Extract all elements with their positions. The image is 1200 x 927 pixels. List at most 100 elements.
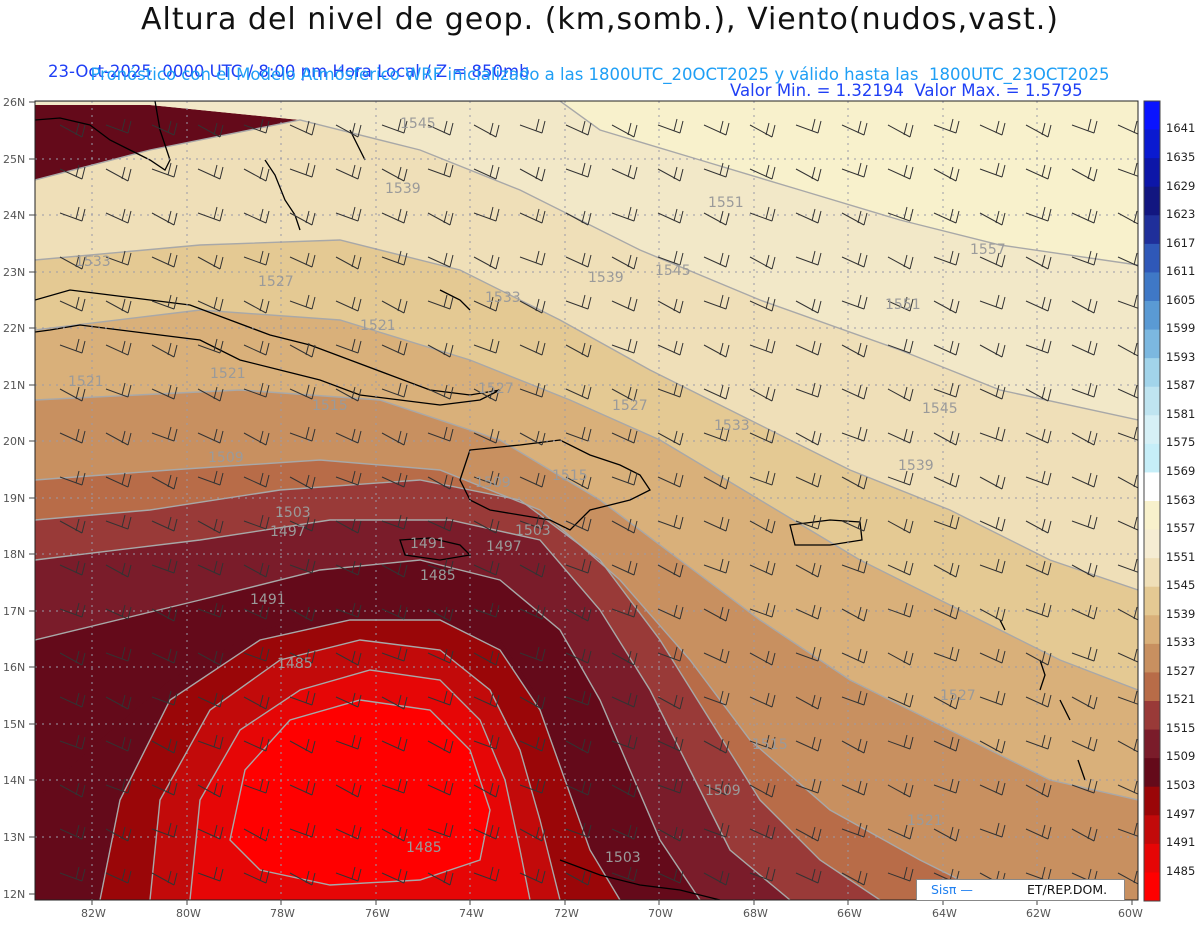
wind-barb [1025, 560, 1052, 576]
wind-barb [335, 122, 362, 138]
colorbar-swatch [1144, 643, 1160, 673]
wind-barb [519, 694, 546, 710]
contour-label: 1503 [515, 523, 551, 539]
wind-barb [749, 692, 776, 708]
contour-label: 1485 [420, 568, 456, 584]
wind-barb [519, 208, 546, 224]
colorbar-label: 1539 [1166, 607, 1195, 621]
wind-barb [289, 252, 316, 268]
contour-label: 1497 [486, 539, 522, 555]
wind-barb [197, 470, 224, 486]
contour-label: 1503 [275, 505, 311, 521]
wind-barb [151, 210, 178, 226]
wind-barb [1117, 252, 1138, 267]
wind-barb [1117, 210, 1138, 225]
wind-barb [473, 602, 500, 618]
wind-barb [335, 386, 362, 402]
wind-barb [1117, 822, 1138, 837]
wind-barb [979, 648, 1006, 664]
wind-barb [197, 428, 224, 444]
wind-barb [151, 516, 178, 532]
wind-barb [289, 426, 316, 442]
graticule [35, 101, 1138, 900]
colorbar-swatch [1144, 129, 1160, 159]
wind-barb [473, 692, 500, 708]
wind-barb [841, 210, 868, 226]
wind-barb [1025, 386, 1052, 402]
wind-barb [703, 384, 730, 400]
wind-barb [611, 518, 638, 534]
wind-barb [1117, 738, 1138, 753]
wind-barb [289, 606, 316, 622]
wind-barb [243, 562, 270, 578]
wind-barb [795, 736, 822, 752]
wind-barb [979, 294, 1006, 310]
wind-barb [197, 782, 224, 798]
wind-barb [933, 514, 960, 530]
wind-barb [335, 206, 362, 222]
colorbar-label: 1635 [1166, 150, 1195, 164]
lat-label: 19N [3, 492, 25, 505]
wind-barb [565, 648, 592, 664]
colorbar-label: 1521 [1166, 692, 1195, 706]
wind-barb [105, 778, 132, 794]
wind-barb [59, 734, 86, 750]
colorbar-label: 1545 [1166, 578, 1195, 592]
wind-barb [933, 340, 960, 356]
wind-barb [1117, 426, 1138, 441]
colorbar-swatch [1144, 843, 1160, 873]
wind-barb [105, 250, 132, 266]
contour-label: 1545 [655, 263, 691, 279]
wind-barb [197, 518, 224, 534]
wind-barb [105, 646, 132, 662]
wind-barb [1117, 870, 1138, 885]
wind-barb [289, 342, 316, 358]
colorbar-swatch [1144, 672, 1160, 702]
wind-barb [473, 824, 500, 840]
colorbar-swatch [1144, 758, 1160, 788]
band-1533 [35, 310, 1138, 800]
colorbar-label: 1533 [1166, 635, 1195, 649]
wind-barb [657, 382, 684, 398]
wind-barb [657, 736, 684, 752]
colorbar-swatch [1144, 729, 1160, 759]
lat-label: 16N [3, 661, 25, 674]
wind-barb [151, 690, 178, 706]
contour-label: 1521 [907, 813, 943, 829]
wind-barb [979, 342, 1006, 358]
wind-barb [473, 782, 500, 798]
wind-barb [933, 208, 960, 224]
colorbar-label: 1617 [1166, 236, 1195, 250]
wind-barb [243, 298, 270, 314]
wind-barb [105, 736, 132, 752]
wind-barb [381, 514, 408, 530]
wind-barb [795, 382, 822, 398]
wind-barb [427, 822, 454, 838]
contour-label: 1539 [898, 458, 934, 474]
wind-barb [887, 560, 914, 576]
wind-barb [565, 210, 592, 226]
wind-barb [887, 122, 914, 138]
min-max-text: Valor Min. = 1.32194 Valor Max. = 1.5795 [730, 81, 1083, 100]
wind-barb [105, 868, 132, 884]
colorbar-swatch [1144, 529, 1160, 559]
contour-label: 1503 [605, 850, 641, 866]
wind-barb [519, 250, 546, 266]
lon-label: 62W [1026, 907, 1051, 920]
wind-barb [1071, 382, 1098, 398]
wind-barb [197, 338, 224, 354]
colorbar: 1641 1635 1629 1623 1617 1611 1605 1599 … [1143, 100, 1195, 902]
wind-barb [59, 122, 86, 138]
wind-barb [335, 254, 362, 270]
wind-barb [381, 868, 408, 884]
lat-label: 17N [3, 605, 25, 618]
wind-barb [841, 558, 868, 574]
wind-barb [795, 868, 822, 884]
contour-label: 1551 [885, 297, 921, 313]
wind-barb [749, 560, 776, 576]
wind-barb [243, 694, 270, 710]
wind-barb [243, 430, 270, 446]
wind-barb [933, 736, 960, 752]
wind-barb [151, 294, 178, 310]
wind-barb [795, 472, 822, 488]
